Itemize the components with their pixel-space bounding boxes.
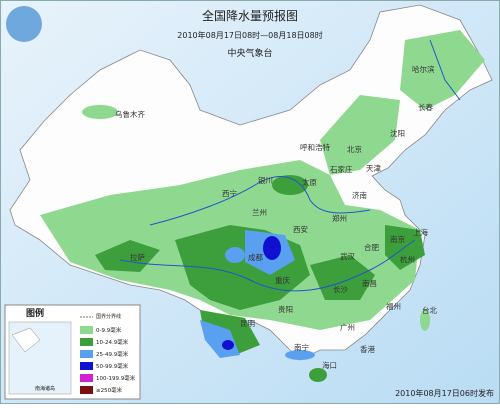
legend-swatch — [80, 338, 93, 346]
legend-swatch — [80, 386, 93, 394]
city: 北京 — [347, 144, 362, 154]
city: 石家庄 — [330, 164, 353, 174]
boundary-label: 国界分界线 — [96, 313, 121, 320]
city: 南昌 — [362, 278, 377, 288]
legend-label: ≥250毫米 — [96, 386, 123, 394]
city: 合肥 — [364, 242, 379, 252]
city: 杭州 — [400, 254, 415, 264]
city: 兰州 — [252, 207, 267, 217]
city: 呼和浩特 — [300, 142, 330, 152]
legend-label: 50-99.9毫米 — [96, 362, 129, 370]
release-time: 2010年08月17日06时发布 — [395, 388, 494, 398]
legend-label: 10-24.9毫米 — [96, 338, 129, 346]
city: 重庆 — [275, 275, 290, 285]
city: 哈尔滨 — [412, 64, 435, 74]
city: 沈阳 — [390, 128, 405, 138]
city: 昆明 — [240, 319, 255, 328]
inset-land — [11, 327, 41, 353]
city: 西安 — [293, 224, 308, 234]
legend: 图例 南海诸岛 国界分界线 0-9.9毫米 10-24.9毫米 25-49.9毫米 5… — [4, 304, 141, 400]
city-labels: 乌鲁木齐 哈尔滨 长春 沈阳 呼和浩特 北京 天津 石家庄 太原 济南 银川 西… — [115, 64, 437, 370]
legend-label: 0-9.9毫米 — [96, 326, 122, 334]
legend-label: 100-199.9毫米 — [96, 374, 136, 382]
issuer: 中央气象台 — [227, 47, 272, 59]
rivers — [119, 39, 461, 292]
city: 广州 — [340, 322, 355, 332]
city: 南京 — [390, 234, 405, 244]
city: 拉萨 — [130, 252, 145, 262]
city: 南宁 — [294, 342, 309, 352]
city: 贵阳 — [278, 304, 293, 314]
legend-swatch — [80, 374, 93, 382]
city: 长沙 — [333, 284, 348, 294]
title: 全国降水量预报图 — [202, 8, 298, 23]
city: 海口 — [322, 360, 337, 370]
legend-swatch — [80, 350, 93, 358]
legend-swatch — [80, 362, 93, 370]
city: 天津 — [366, 164, 381, 173]
period: 2010年08月17日08时—08月18日08时 — [177, 30, 322, 40]
city: 太原 — [302, 177, 317, 187]
city: 乌鲁木齐 — [115, 109, 145, 119]
city: 武汉 — [340, 251, 355, 261]
city: 银川 — [258, 176, 273, 185]
city: 香港 — [360, 344, 375, 354]
city: 长春 — [418, 102, 433, 112]
city: 济南 — [352, 190, 367, 200]
city: 西宁 — [222, 188, 237, 198]
legend-title: 图例 — [26, 307, 44, 319]
city: 福州 — [386, 302, 401, 311]
city: 上海 — [413, 227, 428, 237]
legend-label: 25-49.9毫米 — [96, 350, 129, 358]
logo — [6, 6, 42, 42]
legend-swatch — [80, 326, 93, 334]
inset-label: 南海诸岛 — [35, 385, 55, 392]
city: 郑州 — [332, 213, 347, 223]
city: 台北 — [422, 305, 437, 315]
city: 成都 — [248, 252, 263, 262]
